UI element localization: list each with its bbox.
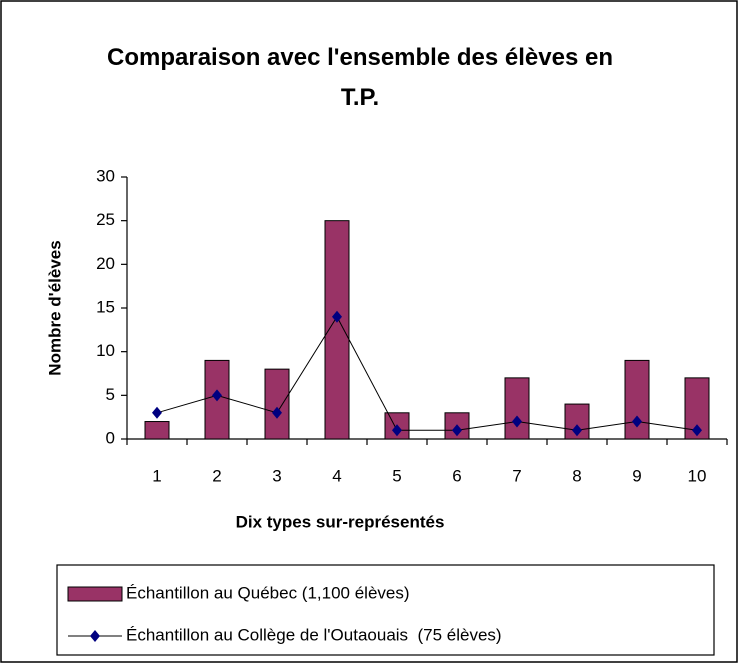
bar [504, 377, 530, 440]
legend-marker [90, 630, 100, 642]
y-tick-label: 15 [96, 297, 115, 316]
marker [692, 424, 702, 437]
marker [332, 310, 342, 323]
x-tick-label: 3 [272, 466, 281, 485]
x-tick-label: 6 [452, 466, 461, 485]
bar [264, 368, 290, 440]
y-tick-label: 20 [96, 254, 115, 273]
legend-box [56, 564, 715, 656]
x-tick-label: 1 [152, 466, 161, 485]
legend-label: Échantillon au Québec (1,100 élèves) [126, 583, 410, 602]
y-tick-label: 10 [96, 341, 115, 360]
marker [392, 424, 402, 437]
marker [152, 406, 162, 419]
legend-swatch [67, 586, 123, 602]
marker [512, 415, 522, 428]
y-tick-label: 30 [96, 166, 115, 185]
x-tick-label: 10 [688, 466, 707, 485]
line [156, 315, 698, 431]
marker [632, 415, 642, 428]
x-axis-label: Dix types sur-représentés [236, 512, 445, 531]
x-tick-label: 8 [572, 466, 581, 485]
marker [572, 424, 582, 437]
x-tick-label: 7 [512, 466, 521, 485]
x-tick-label: 9 [632, 466, 641, 485]
x-tick-label: 4 [332, 466, 341, 485]
y-tick-label: 25 [96, 210, 115, 229]
marker [452, 424, 462, 437]
chart-title: Comparaison avec l'ensemble des élèves e… [107, 44, 613, 111]
x-tick-label: 5 [392, 466, 401, 485]
bar [144, 421, 170, 440]
y-axis-label: Nombre d'élèves [45, 240, 64, 375]
y-tick-label: 0 [106, 428, 115, 447]
x-tick-label: 2 [212, 466, 221, 485]
legend-label: Échantillon au Collège de l'Outaouais (7… [126, 625, 502, 644]
y-tick-label: 5 [106, 385, 115, 404]
marker [272, 406, 282, 419]
marker [212, 389, 222, 402]
